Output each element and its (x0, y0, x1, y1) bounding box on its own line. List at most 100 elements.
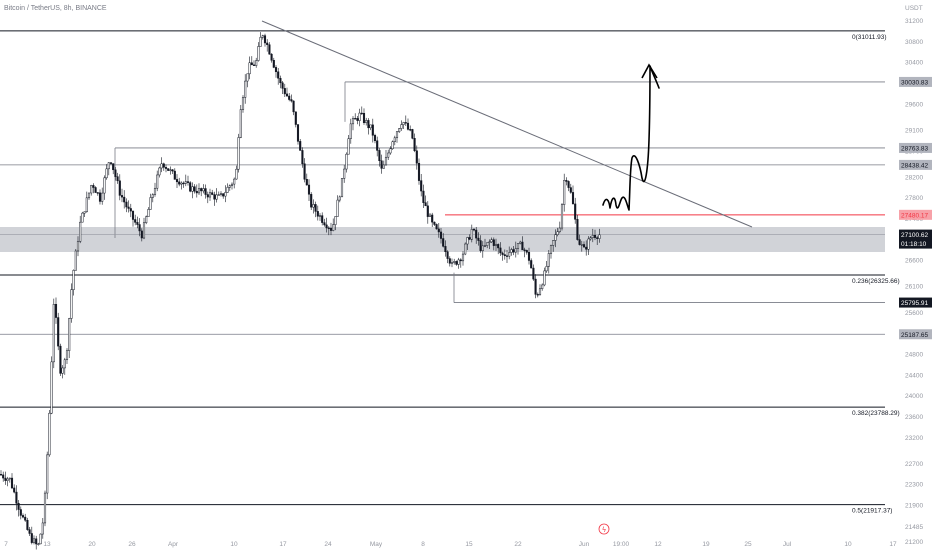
candle-body (538, 288, 542, 295)
x-tick-label: May (370, 541, 383, 548)
candle-body (552, 240, 555, 246)
candle-body (307, 184, 311, 195)
candle-body (459, 259, 462, 262)
candle-body (257, 46, 260, 61)
candle-body (351, 118, 355, 125)
candle-body (437, 228, 440, 233)
candle-body (457, 259, 460, 265)
candle-body (512, 249, 515, 253)
candle-body (321, 215, 324, 223)
candle-body (263, 35, 267, 44)
lightning-icon[interactable] (598, 523, 610, 535)
candle-body (153, 187, 157, 195)
candle-body (327, 227, 330, 229)
candle-body (481, 245, 484, 251)
candle-body (46, 454, 49, 494)
candle-body (391, 141, 394, 150)
candle-body (486, 242, 489, 246)
candle-body (169, 169, 172, 171)
price-axis[interactable] (885, 0, 932, 550)
candle-body (145, 216, 148, 223)
candle-body (131, 210, 135, 220)
price-label: 28763.83 (901, 145, 928, 152)
currency-label: USDT (905, 5, 923, 12)
candle-body (547, 253, 550, 267)
candle-body (508, 252, 511, 257)
lightning-glyph: ϟ (602, 526, 607, 534)
candle-body (461, 253, 465, 262)
candle-body (301, 150, 304, 165)
candle-body (349, 123, 352, 139)
candle-body (413, 138, 416, 152)
candle-body (532, 267, 535, 280)
candle-body (360, 112, 363, 115)
candle-body (279, 77, 282, 84)
candle-body (316, 211, 319, 217)
candle-body (499, 247, 502, 254)
candle-body (541, 284, 544, 290)
candle-body (505, 255, 509, 257)
x-tick-label: 25 (744, 541, 752, 548)
candle-body (479, 240, 482, 251)
candle-body (336, 199, 339, 217)
candle-body (400, 124, 403, 129)
candle-body (444, 246, 447, 252)
x-tick-label: Jul (783, 541, 792, 548)
candle-body (87, 192, 91, 199)
candle-body (208, 192, 212, 198)
candle-body (545, 266, 548, 272)
candle-body (193, 186, 196, 192)
candle-body (30, 533, 33, 543)
candle-body (371, 124, 374, 136)
candle-body (191, 186, 194, 192)
candle-body (54, 304, 58, 318)
candle-body (8, 477, 11, 480)
y-tick-label: 23600 (905, 414, 923, 421)
candle-body (228, 185, 231, 188)
candle-body (140, 230, 143, 239)
candle-body (222, 193, 225, 197)
candle-body (585, 246, 588, 250)
candle-body (26, 519, 29, 530)
candle-body (439, 231, 443, 239)
candle-body (17, 502, 20, 510)
candle-body (303, 163, 306, 180)
candle-body (310, 194, 313, 208)
candle-body (195, 190, 198, 194)
candle-body (112, 163, 115, 171)
candle-body (252, 64, 256, 66)
candle-body (558, 227, 561, 232)
candle-body (98, 192, 102, 202)
candle-body (475, 229, 478, 239)
descending-trendline[interactable] (261, 20, 753, 228)
y-tick-label: 24400 (905, 372, 923, 379)
candle-body (549, 245, 553, 254)
x-tick-label: 22 (514, 541, 522, 548)
candle-body (173, 170, 176, 180)
candle-body (43, 492, 47, 524)
y-tick-label: 29100 (905, 127, 923, 134)
candle-body (32, 538, 36, 543)
candle-body (204, 188, 207, 195)
x-tick-label: Apr (168, 541, 179, 548)
y-tick-label: 27800 (905, 195, 923, 202)
x-tick-label: 19 (702, 541, 710, 548)
candle-body (105, 168, 108, 179)
candle-body (356, 118, 359, 121)
candle-body (266, 42, 269, 45)
candle-body (164, 167, 168, 169)
candle-body (160, 163, 163, 169)
candle-body (261, 35, 264, 38)
candle-body (37, 543, 40, 545)
price-label: 25795.91 (901, 300, 928, 307)
candle-body (296, 124, 300, 142)
candle-body (274, 67, 278, 73)
candle-body (406, 122, 410, 130)
candle-body (323, 222, 326, 226)
candle-body (455, 261, 458, 265)
candle-body (219, 193, 223, 195)
candle-body (81, 212, 84, 223)
candle-body (378, 150, 381, 162)
candle-body (285, 93, 289, 97)
